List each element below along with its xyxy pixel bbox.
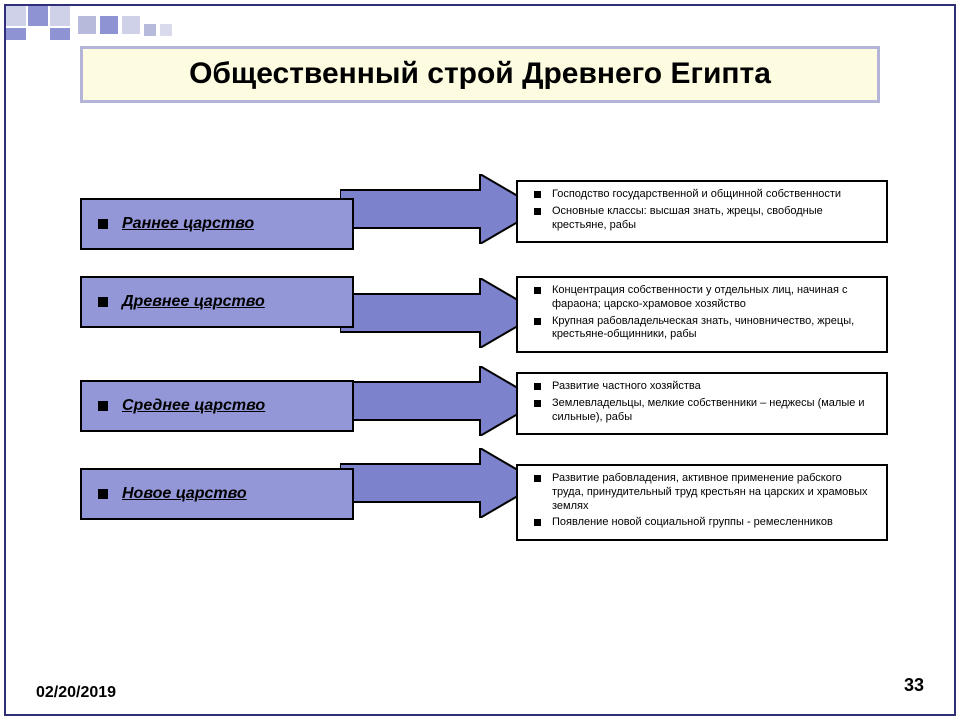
- period-box: Древнее царство: [80, 276, 354, 328]
- diagram-rows: Раннее царство Господство государственной…: [80, 180, 888, 564]
- bullet-icon: [98, 489, 108, 499]
- arrow-icon: [340, 174, 540, 244]
- note-item: Развитие рабовладения, активное применен…: [526, 472, 876, 513]
- diagram-row: Новое царство Развитие рабовладения, акти…: [80, 468, 888, 558]
- corner-decoration: [0, 0, 220, 46]
- bullet-icon: [98, 297, 108, 307]
- title-box: Общественный строй Древнего Египта: [80, 46, 880, 103]
- note-item: Господство государственной и общинной со…: [526, 188, 876, 202]
- notes-box: Концентрация собственности у отдельных л…: [516, 276, 888, 353]
- arrow-icon: [340, 366, 540, 436]
- note-item: Основные классы: высшая знать, жрецы, св…: [526, 205, 876, 233]
- deco-square: [160, 24, 172, 36]
- period-label: Древнее царство: [122, 293, 265, 311]
- notes-list: Развитие частного хозяйства Землевладельц…: [526, 380, 876, 424]
- deco-square: [122, 16, 140, 34]
- note-item: Развитие частного хозяйства: [526, 380, 876, 394]
- period-box: Раннее царство: [80, 198, 354, 250]
- note-item: Появление новой социальной группы - реме…: [526, 516, 876, 530]
- deco-square: [6, 6, 26, 26]
- notes-box: Развитие рабовладения, активное применен…: [516, 464, 888, 541]
- note-item: Крупная рабовладельческая знать, чиновни…: [526, 315, 876, 343]
- deco-square: [50, 6, 70, 26]
- deco-square: [144, 24, 156, 36]
- deco-square: [50, 28, 70, 40]
- period-label: Среднее царство: [122, 397, 265, 415]
- notes-box: Развитие частного хозяйства Землевладельц…: [516, 372, 888, 435]
- diagram-row: Раннее царство Господство государственной…: [80, 180, 888, 270]
- slide-title: Общественный строй Древнего Египта: [93, 57, 867, 92]
- deco-square: [28, 6, 48, 26]
- arrow-icon: [340, 448, 540, 518]
- deco-square: [78, 16, 96, 34]
- deco-square: [6, 28, 26, 40]
- arrow-icon: [340, 278, 540, 348]
- footer-page-number: 33: [904, 675, 924, 696]
- note-item: Землевладельцы, мелкие собственники – не…: [526, 397, 876, 425]
- notes-list: Развитие рабовладения, активное применен…: [526, 472, 876, 530]
- period-box: Среднее царство: [80, 380, 354, 432]
- bullet-icon: [98, 219, 108, 229]
- notes-box: Господство государственной и общинной со…: [516, 180, 888, 243]
- diagram-row: Древнее царство Концентрация собственност…: [80, 276, 888, 366]
- bullet-icon: [98, 401, 108, 411]
- deco-square: [100, 16, 118, 34]
- notes-list: Концентрация собственности у отдельных л…: [526, 284, 876, 342]
- notes-list: Господство государственной и общинной со…: [526, 188, 876, 232]
- period-label: Новое царство: [122, 485, 247, 503]
- note-item: Концентрация собственности у отдельных л…: [526, 284, 876, 312]
- period-label: Раннее царство: [122, 215, 254, 233]
- footer-date: 02/20/2019: [36, 684, 116, 702]
- period-box: Новое царство: [80, 468, 354, 520]
